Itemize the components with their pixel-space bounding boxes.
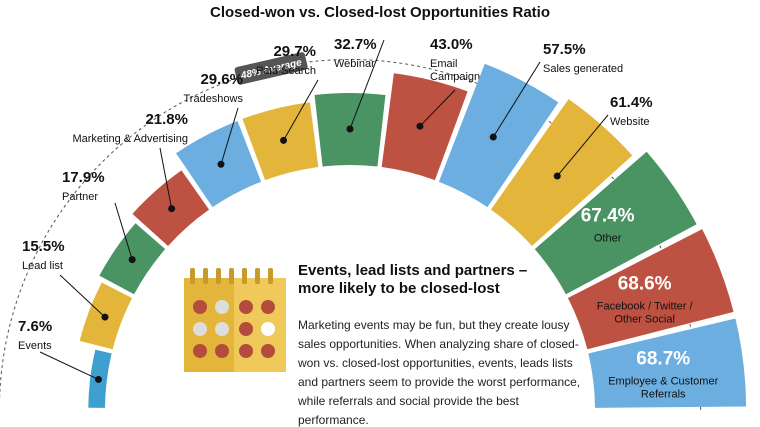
category-label: Partner	[62, 191, 98, 203]
value-label: 21.8%	[145, 111, 188, 128]
value-label: 7.6%	[18, 318, 52, 335]
leader-line	[220, 107, 239, 165]
leader-line	[556, 114, 609, 177]
leader-dot	[280, 136, 288, 144]
value-label: 29.6%	[200, 71, 243, 88]
value-label: 17.9%	[62, 169, 105, 186]
category-label: Events	[18, 340, 52, 352]
category-label: Employee & Customer Referrals	[608, 375, 718, 400]
category-label: Marketing & Advertising	[72, 133, 188, 145]
category-label: Facebook / Twitter / Other Social	[597, 300, 694, 325]
bar	[490, 99, 633, 246]
calendar-icon	[184, 268, 286, 372]
value-label: 68.7%	[636, 348, 690, 369]
leader-dot	[101, 313, 109, 321]
callout-body: Marketing events may be fun, but they cr…	[298, 318, 581, 427]
leader-dot	[489, 133, 497, 141]
leader-line	[59, 274, 106, 318]
value-label: 32.7%	[334, 36, 377, 53]
average-badge-bg	[234, 52, 308, 85]
value-label: 68.6%	[618, 273, 672, 294]
leader-dot	[128, 256, 136, 264]
value-label: 29.7%	[273, 43, 316, 60]
category-label: Paid Search	[256, 65, 316, 77]
category-label: Sales generated	[543, 63, 623, 75]
leader-line	[419, 89, 456, 127]
bar	[534, 151, 697, 295]
leader-dot	[168, 205, 176, 213]
leader-dot	[217, 160, 225, 168]
category-label: Lead list	[22, 260, 63, 272]
leader-line	[114, 202, 133, 260]
callout-heading: Events, lead lists and partners – more l…	[298, 262, 528, 297]
category-label: Other	[594, 233, 622, 245]
bar	[438, 63, 559, 208]
leader-dot	[553, 172, 561, 180]
leader-dot	[346, 125, 354, 133]
leader-line	[159, 147, 173, 209]
category-label: Website	[610, 116, 650, 128]
leader-line	[39, 351, 99, 380]
value-label: 43.0%	[430, 36, 473, 53]
bar	[588, 318, 747, 408]
leader-dot	[94, 375, 102, 383]
category-label: Webinar	[334, 58, 375, 70]
bar	[381, 73, 468, 181]
leader-dot	[416, 122, 424, 130]
category-label: Tradeshows	[183, 93, 243, 105]
leader-line	[349, 39, 385, 130]
value-label: 15.5%	[22, 238, 65, 255]
value-label: 57.5%	[543, 41, 586, 58]
category-label: Email Campaign	[430, 58, 480, 83]
value-label: 67.4%	[581, 206, 635, 227]
value-label: 61.4%	[610, 94, 653, 111]
leader-line	[283, 79, 319, 141]
leader-line	[492, 61, 541, 138]
chart-title: Closed-won vs. Closed-lost Opportunities…	[210, 4, 550, 21]
bar	[567, 229, 734, 350]
